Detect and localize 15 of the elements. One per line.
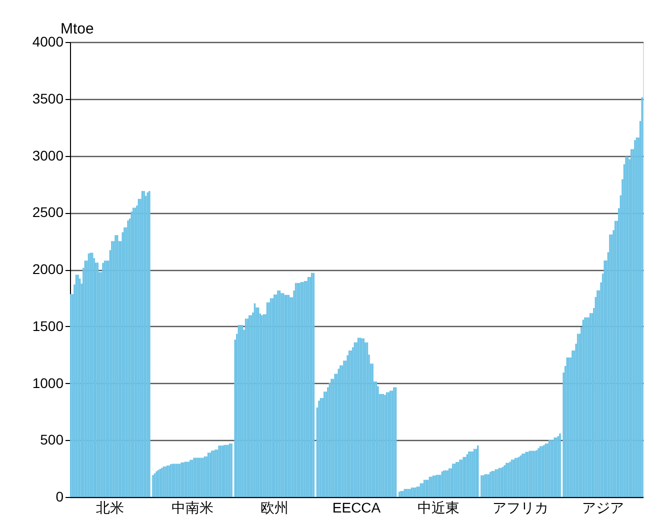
y-tick-label: 3500 bbox=[32, 90, 64, 106]
x-tick-label: 中近東 bbox=[418, 500, 460, 516]
y-tick-label: 500 bbox=[40, 432, 64, 448]
x-tick-label: EECCA bbox=[332, 500, 382, 516]
x-tick-label: アフリカ bbox=[492, 500, 549, 516]
y-tick-label: 0 bbox=[56, 488, 64, 504]
x-tick-label: 欧州 bbox=[260, 500, 288, 516]
y-tick-label: 2000 bbox=[32, 261, 64, 277]
y-tick-label: 1000 bbox=[32, 374, 64, 391]
x-tick-label: 中南米 bbox=[171, 500, 214, 516]
y-tick-label: 3000 bbox=[32, 147, 64, 164]
y-tick-label: 1500 bbox=[32, 318, 64, 334]
x-tick-label: 北米 bbox=[96, 500, 124, 516]
y-tick-label: 2500 bbox=[32, 204, 64, 220]
x-tick-label: アジア bbox=[582, 500, 624, 516]
